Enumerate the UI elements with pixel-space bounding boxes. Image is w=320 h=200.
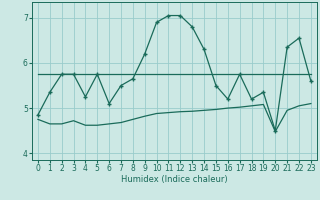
X-axis label: Humidex (Indice chaleur): Humidex (Indice chaleur) [121,175,228,184]
